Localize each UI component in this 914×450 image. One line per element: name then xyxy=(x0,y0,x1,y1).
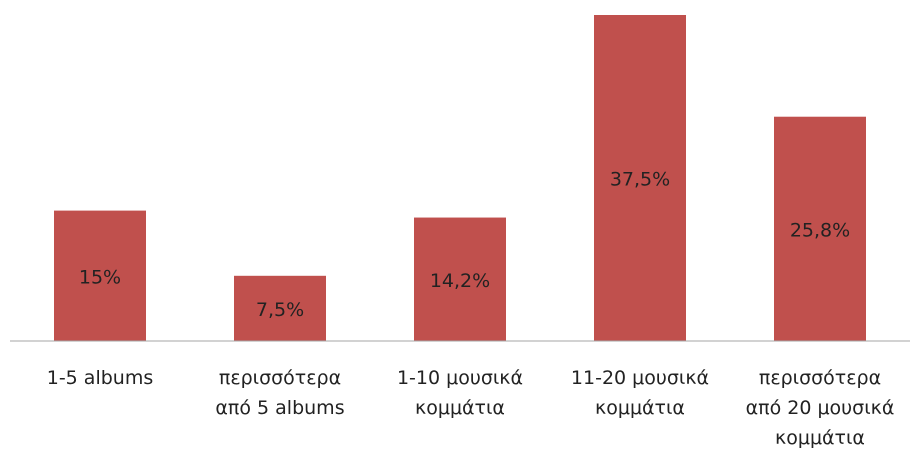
bar xyxy=(54,210,146,341)
x-tick-label: 11-20 μουσικά κομμάτια xyxy=(570,367,710,419)
bar xyxy=(594,15,686,341)
data-label: 25,8% xyxy=(790,219,850,241)
x-tick-label: περισσότερα από 20 μουσικά κομμάτια xyxy=(745,367,895,449)
data-label: 15% xyxy=(79,266,121,288)
x-tick-label: 1-10 μουσικά κομμάτια xyxy=(396,367,524,419)
bar xyxy=(414,217,506,341)
data-label: 37,5% xyxy=(610,169,670,191)
data-label: 14,2% xyxy=(430,270,490,292)
data-label: 7,5% xyxy=(256,299,304,321)
bar xyxy=(234,275,326,341)
bar xyxy=(774,116,866,341)
x-tick-label: περισσότερα από 5 albums xyxy=(215,367,345,419)
x-tick-label: 1-5 albums xyxy=(46,367,154,389)
